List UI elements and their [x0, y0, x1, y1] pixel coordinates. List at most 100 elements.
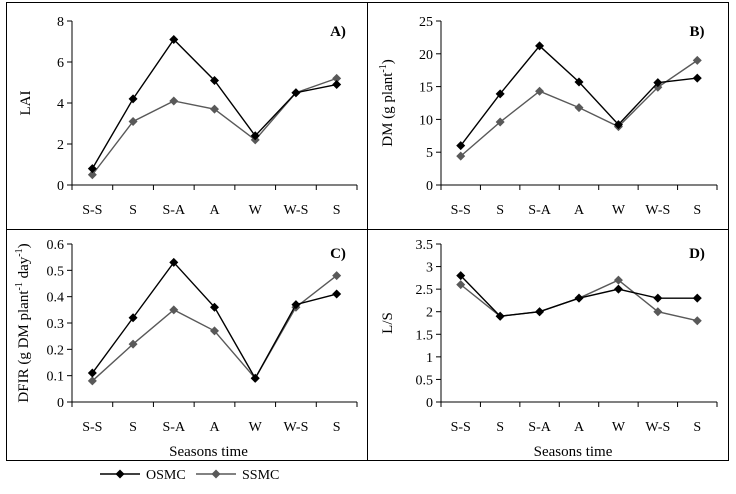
data-point-ssmc [653, 307, 663, 317]
data-point-osmc [87, 164, 97, 174]
legend-marker [115, 469, 125, 479]
x-tick-label: A [574, 420, 585, 435]
chart-panel-4: 0 0.5 1 1.5 2 2.5 3 3.5 S-S S S-A A W W-S S D) L/S Season… [380, 238, 718, 460]
data-point-ssmc [87, 170, 97, 180]
chart-panel-2: 0 5 10 15 20 25 S-S S S-A A W W-S S B) DM (g plant-1) [378, 15, 718, 218]
y-tick-label: 0.2 [47, 343, 65, 358]
data-point-osmc [332, 80, 342, 90]
data-point-osmc [169, 257, 179, 267]
legend-item-ssmc: SSMC [196, 468, 279, 483]
data-point-osmc [495, 311, 505, 321]
x-tick-label: S [333, 420, 341, 435]
x-tick-label: A [209, 420, 220, 435]
data-point-ssmc [87, 376, 97, 386]
y-tick-label: 25 [419, 15, 433, 30]
data-point-osmc [574, 293, 584, 303]
x-tick-label: S-A [163, 420, 186, 435]
data-point-osmc [250, 373, 260, 383]
data-point-osmc [613, 120, 623, 130]
x-tick-label: W-S [283, 203, 308, 218]
data-point-ssmc [456, 151, 466, 161]
x-axis-title: Seasons time [169, 444, 248, 460]
data-point-osmc [574, 77, 584, 87]
x-tick-label: S-S [451, 203, 471, 218]
x-tick-label: S [129, 420, 137, 435]
data-point-ssmc [332, 271, 342, 281]
data-point-osmc [250, 131, 260, 141]
data-point-ssmc [692, 316, 702, 326]
data-point-osmc [291, 88, 301, 98]
data-point-osmc [128, 94, 138, 104]
y-tick-label: 3.5 [416, 238, 434, 253]
data-point-ssmc [128, 339, 138, 349]
x-tick-label: W-S [283, 420, 308, 435]
x-tick-label: A [574, 203, 585, 218]
data-point-osmc [332, 289, 342, 299]
x-tick-label: S-S [82, 420, 102, 435]
data-point-ssmc [456, 280, 466, 290]
data-point-ssmc [692, 55, 702, 65]
chart-panel-1: 0 2 4 6 8 S-S S S-A A W W-S S A) LAI [18, 15, 358, 218]
y-tick-label: 2 [57, 138, 64, 153]
data-point-ssmc [535, 86, 545, 96]
data-point-osmc [535, 41, 545, 51]
y-axis-title: L/S [380, 312, 396, 334]
y-tick-label: 0.3 [47, 317, 65, 332]
data-point-osmc [210, 75, 219, 85]
y-tick-label: 0.5 [416, 373, 434, 388]
y-tick-label: 1.5 [416, 328, 434, 343]
legend-label: OSMC [146, 468, 186, 483]
data-point-osmc [169, 34, 179, 44]
y-tick-label: 0.4 [47, 291, 65, 306]
x-tick-label: S-A [163, 203, 186, 218]
y-tick-label: 0 [426, 396, 433, 411]
y-tick-label: 6 [57, 56, 64, 71]
y-tick-label: 15 [419, 81, 433, 96]
panel-label: B) [690, 24, 705, 40]
x-tick-label: S [693, 203, 701, 218]
y-tick-label: 20 [419, 48, 433, 63]
data-point-ssmc [332, 73, 342, 83]
data-point-osmc [692, 293, 702, 303]
data-point-ssmc [574, 103, 584, 113]
data-point-ssmc [128, 116, 138, 126]
x-tick-label: A [209, 203, 220, 218]
data-point-osmc [535, 307, 545, 317]
data-point-ssmc [210, 104, 219, 114]
data-point-ssmc [169, 305, 179, 315]
x-tick-label: W [612, 420, 626, 435]
data-point-osmc [87, 368, 97, 378]
chart-panel-3: 0 0.1 0.2 0.3 0.4 0.5 0.6 S-S S S-A A W W-S S C) DFIR (… [14, 238, 358, 460]
data-point-osmc [653, 293, 663, 303]
data-point-ssmc [495, 117, 505, 127]
x-tick-label: W [249, 203, 263, 218]
y-tick-label: 2.5 [416, 283, 434, 298]
legend-marker [211, 469, 221, 479]
x-tick-label: S-A [528, 420, 551, 435]
y-tick-label: 4 [57, 97, 64, 112]
y-axis-title: DM (g plant-1) [378, 59, 396, 147]
data-point-osmc [128, 313, 138, 323]
y-tick-label: 3 [426, 261, 433, 276]
y-axis-title: DFIR (g DM plant-1 day-1) [14, 243, 32, 402]
x-tick-label: W-S [645, 203, 670, 218]
x-tick-label: S [693, 420, 701, 435]
y-tick-label: 8 [57, 15, 64, 30]
y-tick-label: 0 [426, 179, 433, 194]
data-point-osmc [653, 78, 663, 88]
panel-label: C) [330, 246, 346, 262]
y-tick-label: 1 [426, 351, 433, 366]
data-point-ssmc [169, 96, 179, 106]
x-tick-label: S [496, 420, 504, 435]
data-point-ssmc [613, 275, 623, 285]
legend: OSMC SSMC [100, 468, 279, 483]
y-tick-label: 2 [426, 306, 433, 321]
legend-label: SSMC [242, 468, 279, 483]
x-tick-label: S-A [528, 203, 551, 218]
y-tick-label: 5 [426, 146, 433, 161]
x-tick-label: S-S [451, 420, 471, 435]
data-point-osmc [495, 89, 505, 99]
x-tick-label: W [249, 420, 263, 435]
